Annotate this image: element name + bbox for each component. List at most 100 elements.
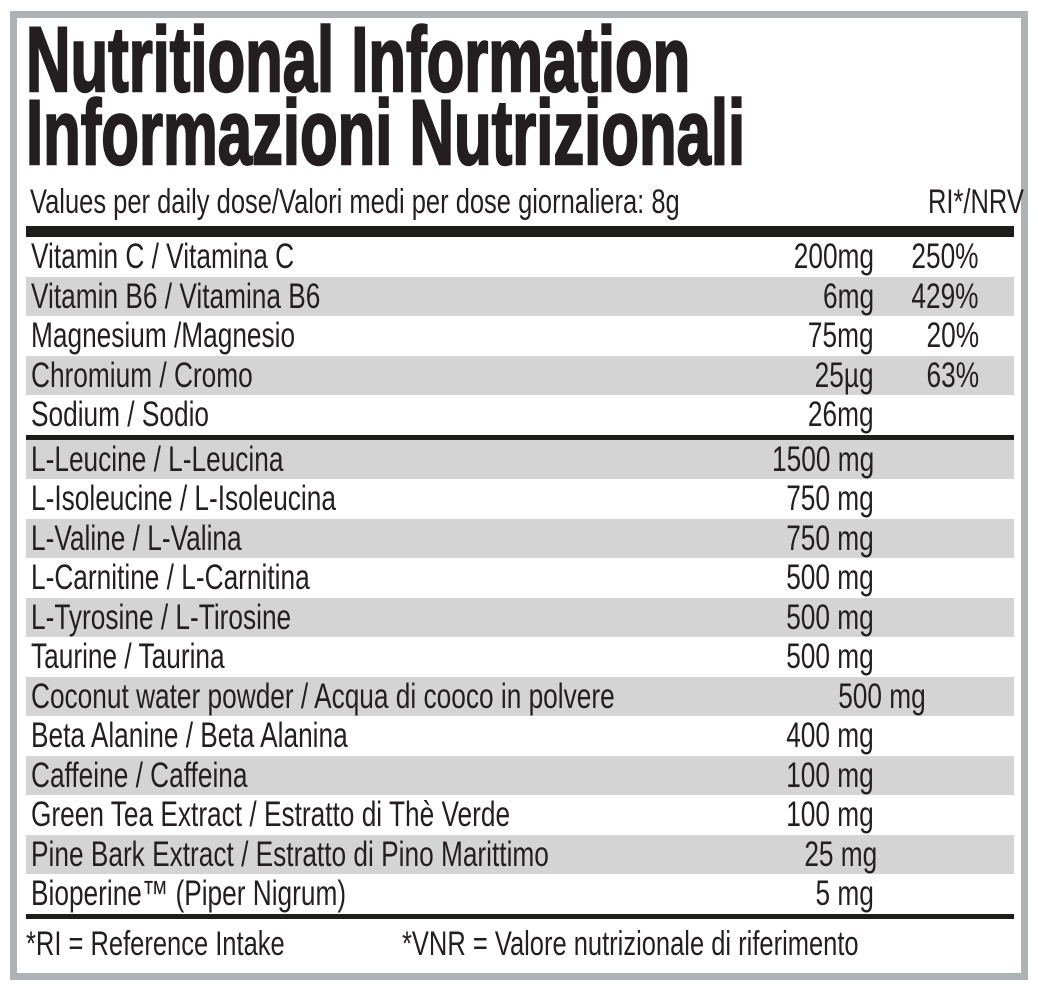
nutrient-amount: 25 mg (804, 834, 877, 874)
nutrient-name-cell: Caffeine / Caffeina (26, 758, 714, 793)
table-row: Chromium / Cromo 25µg 63% (26, 355, 1014, 395)
nutrient-name-cell: Taurine / Taurina (26, 639, 714, 674)
title-line-it: Informazioni Nutrizionali (25, 82, 1014, 184)
nutrient-name: L-Leucine / L-Leucina (31, 439, 284, 479)
nutrient-ri-percent-cell (874, 600, 979, 635)
table-row: Sodium / Sodio 26mg (26, 395, 1014, 435)
nutrient-ri-percent-cell (874, 797, 979, 832)
nutrient-ri-percent-cell (877, 837, 979, 872)
nutrient-amount-cell: 200mg (714, 239, 874, 274)
nutrient-name: Vitamin B6 / Vitamina B6 (31, 276, 321, 316)
nutrient-name: Bioperine™ (Piper Nigrum) (31, 874, 347, 914)
nutrient-amount: 75mg (808, 316, 874, 356)
footnote-ri: *RI = Reference Intake (26, 927, 402, 961)
nutrient-amount-cell: 25µg (714, 358, 874, 393)
nutrient-amount-cell: 25 mg (722, 837, 877, 872)
nutrient-name: Beta Alanine / Beta Alanina (31, 716, 348, 756)
table-row: Beta Alanine / Beta Alanina 400 mg (26, 716, 1014, 756)
table-row: Taurine / Taurina 500 mg (26, 637, 1014, 677)
nutrient-amount-cell: 500 mg (714, 560, 874, 595)
nutrient-name: L-Carnitine / L-Carnitina (31, 558, 310, 598)
nutrient-ri-percent: 20% (926, 316, 979, 356)
title-text-en: Nutritional Information (25, 9, 691, 111)
nutrient-name: Coconut water powder / Acqua di cooco in… (31, 676, 615, 716)
nutrient-name: L-Valine / L-Valina (31, 518, 242, 558)
nutrient-ri-percent-cell: 250% (874, 239, 979, 274)
table-row: Coconut water powder / Acqua di cooco in… (26, 676, 1014, 716)
nutrient-name-cell: Chromium / Cromo (26, 358, 714, 393)
nutrient-amount-cell: 500 mg (714, 600, 874, 635)
nutrient-ri-percent-cell (874, 481, 979, 516)
footnote-vnr-text: *VNR = Valore nutrizionale di riferiment… (402, 924, 859, 963)
nutrient-name: Green Tea Extract / Estratto di Thè Verd… (31, 795, 511, 835)
nutrient-amount-cell: 75mg (714, 318, 874, 353)
nutrient-amount: 1500 mg (771, 439, 874, 479)
section-divider-bar (26, 434, 1014, 440)
nutrient-amount-cell: 6mg (714, 279, 874, 314)
footnote-ri-text: *RI = Reference Intake (26, 924, 285, 963)
nutrient-name-cell: Coconut water powder / Acqua di cooco in… (26, 679, 809, 714)
nutrient-name-cell: Magnesium /Magnesio (26, 318, 714, 353)
nutrient-amount-cell: 100 mg (714, 797, 874, 832)
dose-header-label: Values per daily dose/Valori medi per do… (26, 185, 896, 219)
nutrient-amount: 400 mg (786, 716, 874, 756)
nutrient-amount: 500 mg (786, 637, 874, 677)
table-row: Green Tea Extract / Estratto di Thè Verd… (26, 795, 1014, 835)
nutrient-amount-cell: 5 mg (714, 876, 874, 911)
table-row: Bioperine™ (Piper Nigrum) 5 mg (26, 874, 1014, 914)
table-row: Vitamin B6 / Vitamina B6 6mg 429% (26, 276, 1014, 316)
nutrient-ri-percent-cell: 429% (874, 279, 979, 314)
nutrient-ri-percent-cell (874, 442, 979, 477)
nutrient-name: Magnesium /Magnesio (31, 316, 296, 356)
table-row: L-Valine / L-Valina 750 mg (26, 518, 1014, 558)
nutrient-amount: 100 mg (786, 795, 874, 835)
nutrient-ri-percent-cell (874, 876, 979, 911)
nutrient-name: Chromium / Cromo (31, 355, 253, 395)
nutrient-amount: 750 mg (786, 479, 874, 519)
vitamins-minerals-section: Vitamin C / Vitamina C 200mg 250% Vitami… (26, 237, 1014, 435)
nutrient-amount: 500 mg (838, 676, 926, 716)
nutrient-name-cell: Bioperine™ (Piper Nigrum) (26, 876, 714, 911)
nutrient-name: Caffeine / Caffeina (31, 755, 248, 795)
nutrient-ri-percent-cell: 63% (874, 358, 979, 393)
nutrient-name-cell: Vitamin C / Vitamina C (26, 239, 714, 274)
nutrient-amount-cell: 750 mg (714, 521, 874, 556)
nutrient-name-cell: L-Leucine / L-Leucina (26, 442, 714, 477)
nutrient-amount-cell: 750 mg (714, 481, 874, 516)
nutrient-name-cell: Green Tea Extract / Estratto di Thè Verd… (26, 797, 714, 832)
nutrient-amount: 500 mg (786, 558, 874, 598)
nutrient-amount: 750 mg (786, 518, 874, 558)
nutrient-amount-cell: 500 mg (809, 679, 926, 714)
nutrient-name-cell: Vitamin B6 / Vitamina B6 (26, 279, 714, 314)
nutrient-ri-percent-cell (874, 758, 979, 793)
nutrient-name-cell: Sodium / Sodio (26, 397, 714, 432)
nutrient-ri-percent: 429% (911, 276, 979, 316)
nutrient-amount: 200mg (793, 237, 874, 277)
nutrient-amount: 5 mg (815, 874, 874, 914)
footnotes: *RI = Reference Intake *VNR = Valore nut… (26, 919, 1014, 969)
nutrient-ri-percent-cell (874, 718, 979, 753)
page-title: Nutritional Information Informazioni Nut… (25, 0, 1014, 184)
nutrient-name-cell: L-Carnitine / L-Carnitina (26, 560, 714, 595)
table-row: L-Leucine / L-Leucina 1500 mg (26, 439, 1014, 479)
table-row: Magnesium /Magnesio 75mg 20% (26, 316, 1014, 356)
nutrient-amount-cell: 100 mg (714, 758, 874, 793)
nutrient-name: Taurine / Taurina (31, 637, 225, 677)
nutrition-label: Nutritional Information Informazioni Nut… (25, 0, 1024, 969)
nutrient-amount-cell: 400 mg (714, 718, 874, 753)
table-row: Pine Bark Extract / Estratto di Pino Mar… (26, 834, 1014, 874)
nutrient-ri-percent-cell (874, 521, 979, 556)
nutrient-name-cell: L-Tyrosine / L-Tirosine (26, 600, 714, 635)
nutrient-name: L-Tyrosine / L-Tirosine (31, 597, 292, 637)
nutrient-name: Vitamin C / Vitamina C (31, 237, 295, 277)
header-divider-bar (26, 226, 1014, 237)
nutrient-name: Sodium / Sodio (31, 395, 210, 435)
nutrient-ri-percent-cell (874, 397, 979, 432)
footer-divider-bar (26, 913, 1014, 919)
nutrient-amount: 25µg (815, 355, 874, 395)
footnote-vnr: *VNR = Valore nutrizionale di riferiment… (402, 927, 1011, 961)
nutrient-ri-percent: 63% (926, 355, 979, 395)
title-text-it: Informazioni Nutrizionali (25, 82, 746, 184)
nutrient-amount-cell: 26mg (714, 397, 874, 432)
nutrient-amount-cell: 500 mg (714, 639, 874, 674)
